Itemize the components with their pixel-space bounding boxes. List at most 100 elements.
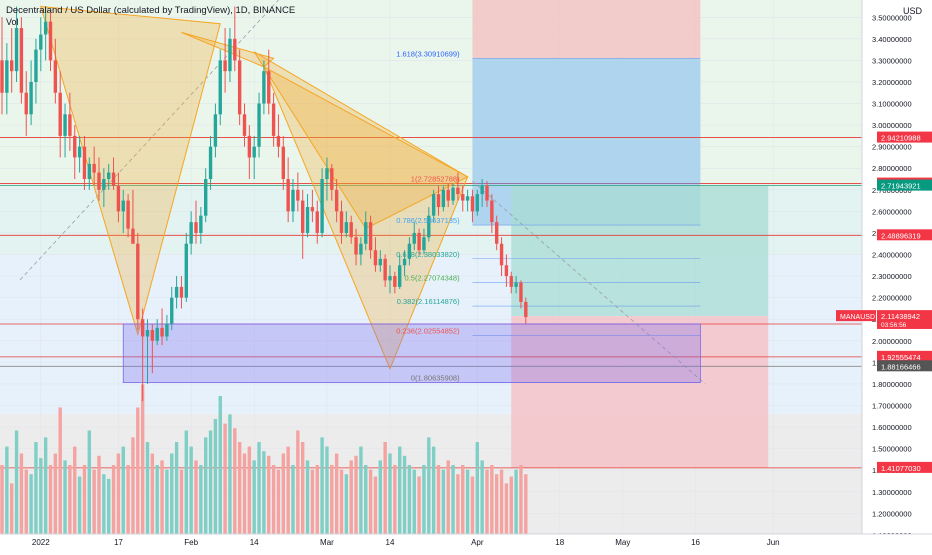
- candle-body: [199, 215, 203, 233]
- candle-body: [393, 276, 397, 287]
- candle-body: [58, 92, 62, 136]
- volume-bar: [208, 430, 213, 534]
- candle-body: [291, 189, 295, 212]
- candle-body: [281, 146, 285, 180]
- candle-body: [233, 38, 237, 61]
- volume-bar: [19, 453, 24, 534]
- candle-body: [34, 49, 38, 82]
- volume-bar: [242, 453, 247, 534]
- volume-bar: [14, 430, 19, 534]
- candle-body: [504, 265, 509, 277]
- volume-bar: [150, 453, 155, 534]
- price-tick-label: 1.20000000: [872, 509, 912, 518]
- time-tick-label: Mar: [320, 538, 334, 547]
- candle-body: [107, 172, 111, 180]
- candle-body: [271, 103, 276, 136]
- fib-level-label: 0(1.80635908): [411, 374, 460, 383]
- candle-body: [140, 319, 145, 337]
- candle-body: [315, 211, 319, 233]
- volume-bar: [145, 442, 150, 534]
- volume-bar: [267, 455, 271, 534]
- volume-bar: [291, 465, 295, 534]
- candle-body: [179, 286, 184, 298]
- time-tick-label: 2022: [32, 538, 50, 547]
- candle-body: [456, 187, 460, 195]
- currency-label[interactable]: USD: [903, 6, 923, 16]
- volume-bar: [87, 430, 91, 534]
- candle-body: [402, 258, 407, 266]
- candle-body: [490, 200, 494, 223]
- volume-bar: [480, 460, 484, 534]
- volume-bar: [53, 453, 58, 534]
- last-price-countdown: 03:56:56: [881, 322, 907, 329]
- candle-body: [19, 28, 24, 93]
- volume-bar: [121, 446, 125, 534]
- price-level-badge: [877, 350, 932, 362]
- volume-bar: [213, 419, 218, 534]
- volume-bar: [237, 442, 242, 534]
- volume-bar: [10, 483, 14, 534]
- volume-bar: [184, 430, 188, 534]
- volume-bar: [456, 474, 460, 534]
- candle-body: [208, 146, 213, 180]
- fib-level-label: 0.5(2.27074348): [405, 273, 461, 282]
- harmonic-triangle-4: [253, 51, 469, 230]
- candle-body: [475, 194, 479, 212]
- candle-body: [73, 135, 77, 158]
- price-level-badge: [877, 360, 932, 372]
- candle-body: [242, 114, 247, 136]
- volume-bar: [247, 446, 252, 534]
- candle-body: [359, 243, 363, 255]
- time-tick-label: 18: [555, 538, 564, 547]
- volume-bar: [495, 474, 499, 534]
- candle-body: [427, 215, 431, 238]
- candle-body: [305, 207, 310, 233]
- price-tick-label: 2.60000000: [872, 207, 912, 216]
- volume-bar: [364, 465, 368, 534]
- volume-bar: [485, 469, 489, 534]
- price-tick-label: 2.40000000: [872, 251, 912, 260]
- volume-bar: [305, 460, 310, 534]
- candle-body: [247, 135, 252, 158]
- volume-bar: [296, 430, 300, 534]
- volume-bar: [470, 476, 475, 534]
- volume-bar: [398, 446, 402, 534]
- volume-bar: [524, 474, 528, 534]
- trend-line-down: [472, 180, 706, 385]
- volume-bar: [349, 460, 353, 534]
- volume-bar: [422, 465, 426, 534]
- fib-level-label: 1.618(3.30910699): [396, 49, 460, 58]
- volume-bar: [509, 476, 513, 534]
- candle-body: [126, 200, 130, 229]
- volume-bar: [262, 451, 266, 534]
- price-tick-label: 3.30000000: [872, 56, 912, 65]
- candle-body: [339, 211, 344, 233]
- volume-bar: [441, 469, 446, 534]
- volume-bar: [77, 476, 82, 534]
- volume-bar: [504, 483, 509, 534]
- chart-title: Decentraland / US Dollar (calculated by …: [6, 5, 295, 16]
- price-tick-label: 1.50000000: [872, 445, 912, 454]
- time-tick-label: Apr: [471, 538, 484, 547]
- candle-body: [228, 38, 232, 72]
- price-level-badge-text: 2.71943921: [881, 182, 921, 191]
- candle-body: [417, 232, 421, 251]
- candle-body: [519, 282, 523, 302]
- volume-bar: [412, 469, 416, 534]
- price-level-badge-text: 1.88166466: [881, 362, 921, 371]
- volume-bar: [446, 460, 450, 534]
- volume-bar: [417, 476, 421, 534]
- candle-body: [407, 243, 412, 259]
- volume-bar: [39, 458, 43, 534]
- price-tick-label: 1.30000000: [872, 488, 912, 497]
- volume-bar: [116, 453, 121, 534]
- candle-body: [111, 172, 116, 186]
- candle-body: [194, 222, 198, 233]
- candle-body: [252, 146, 256, 158]
- volume-bar: [111, 465, 116, 534]
- volume-bar: [315, 465, 319, 534]
- volume-bar: [301, 442, 305, 534]
- volume-bar: [252, 460, 256, 534]
